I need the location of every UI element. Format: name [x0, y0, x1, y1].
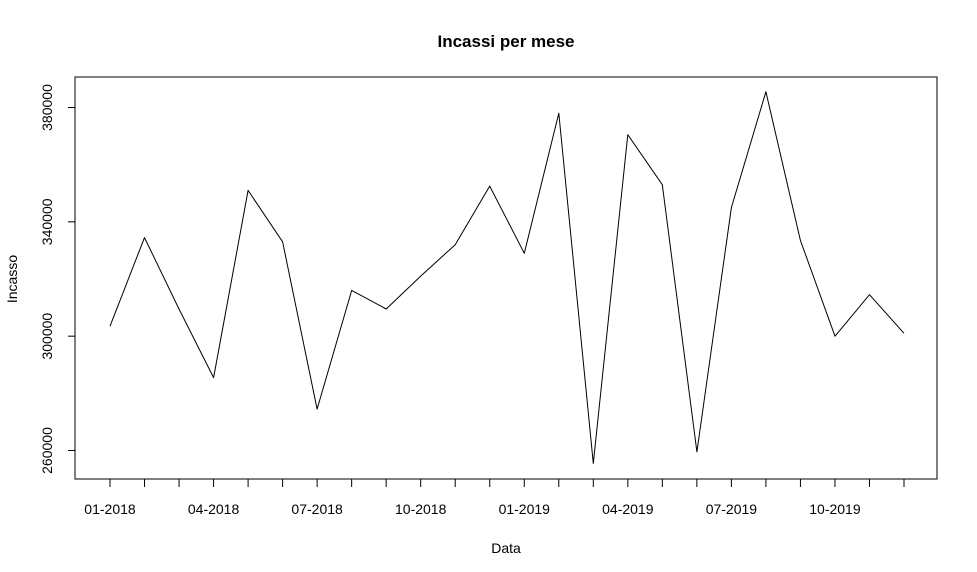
y-tick-label: 260000 [39, 427, 55, 474]
y-tick-label: 340000 [39, 198, 55, 245]
data-point [731, 207, 732, 208]
x-tick-label: 10-2018 [395, 501, 447, 517]
data-point [351, 290, 352, 291]
data-point [800, 240, 801, 241]
data-point [558, 113, 559, 114]
x-tick-label: 10-2019 [809, 501, 861, 517]
series-line [109, 91, 905, 464]
y-tick-label: 300000 [39, 313, 55, 360]
data-point [904, 333, 905, 334]
data-point [834, 336, 835, 337]
data-point [455, 244, 456, 245]
x-tick-label: 01-2019 [499, 501, 551, 517]
series-layer [109, 91, 905, 464]
x-tick-label: 07-2018 [291, 501, 343, 517]
y-tick-label: 380000 [39, 84, 55, 131]
data-point [248, 190, 249, 191]
data-point [317, 409, 318, 410]
data-point [420, 276, 421, 277]
x-axis-label: Data [491, 540, 521, 556]
data-point [179, 309, 180, 310]
data-point [696, 451, 697, 452]
x-tick-label: 04-2018 [188, 501, 240, 517]
y-axis: 260000 300000 340000 380000 [39, 84, 76, 474]
data-point [386, 309, 387, 310]
plot-area-border [74, 76, 938, 480]
chart-title: Incassi per mese [437, 32, 574, 51]
data-point [213, 377, 214, 378]
x-tick-label: 07-2019 [706, 501, 758, 517]
data-point [282, 241, 283, 242]
y-axis-label: Incasso [4, 255, 20, 303]
data-point [489, 186, 490, 187]
data-point [765, 91, 766, 92]
x-axis: 01-2018 04-2018 07-2018 10-2018 01-2019 04-20… [84, 478, 905, 517]
data-point [110, 326, 111, 327]
data-point [869, 294, 870, 295]
x-tick-label: 01-2018 [84, 501, 136, 517]
data-point [593, 463, 594, 464]
x-tick-label: 04-2019 [602, 501, 654, 517]
data-point [524, 253, 525, 254]
data-point [662, 184, 663, 185]
data-point [144, 237, 145, 238]
data-point [627, 134, 628, 135]
